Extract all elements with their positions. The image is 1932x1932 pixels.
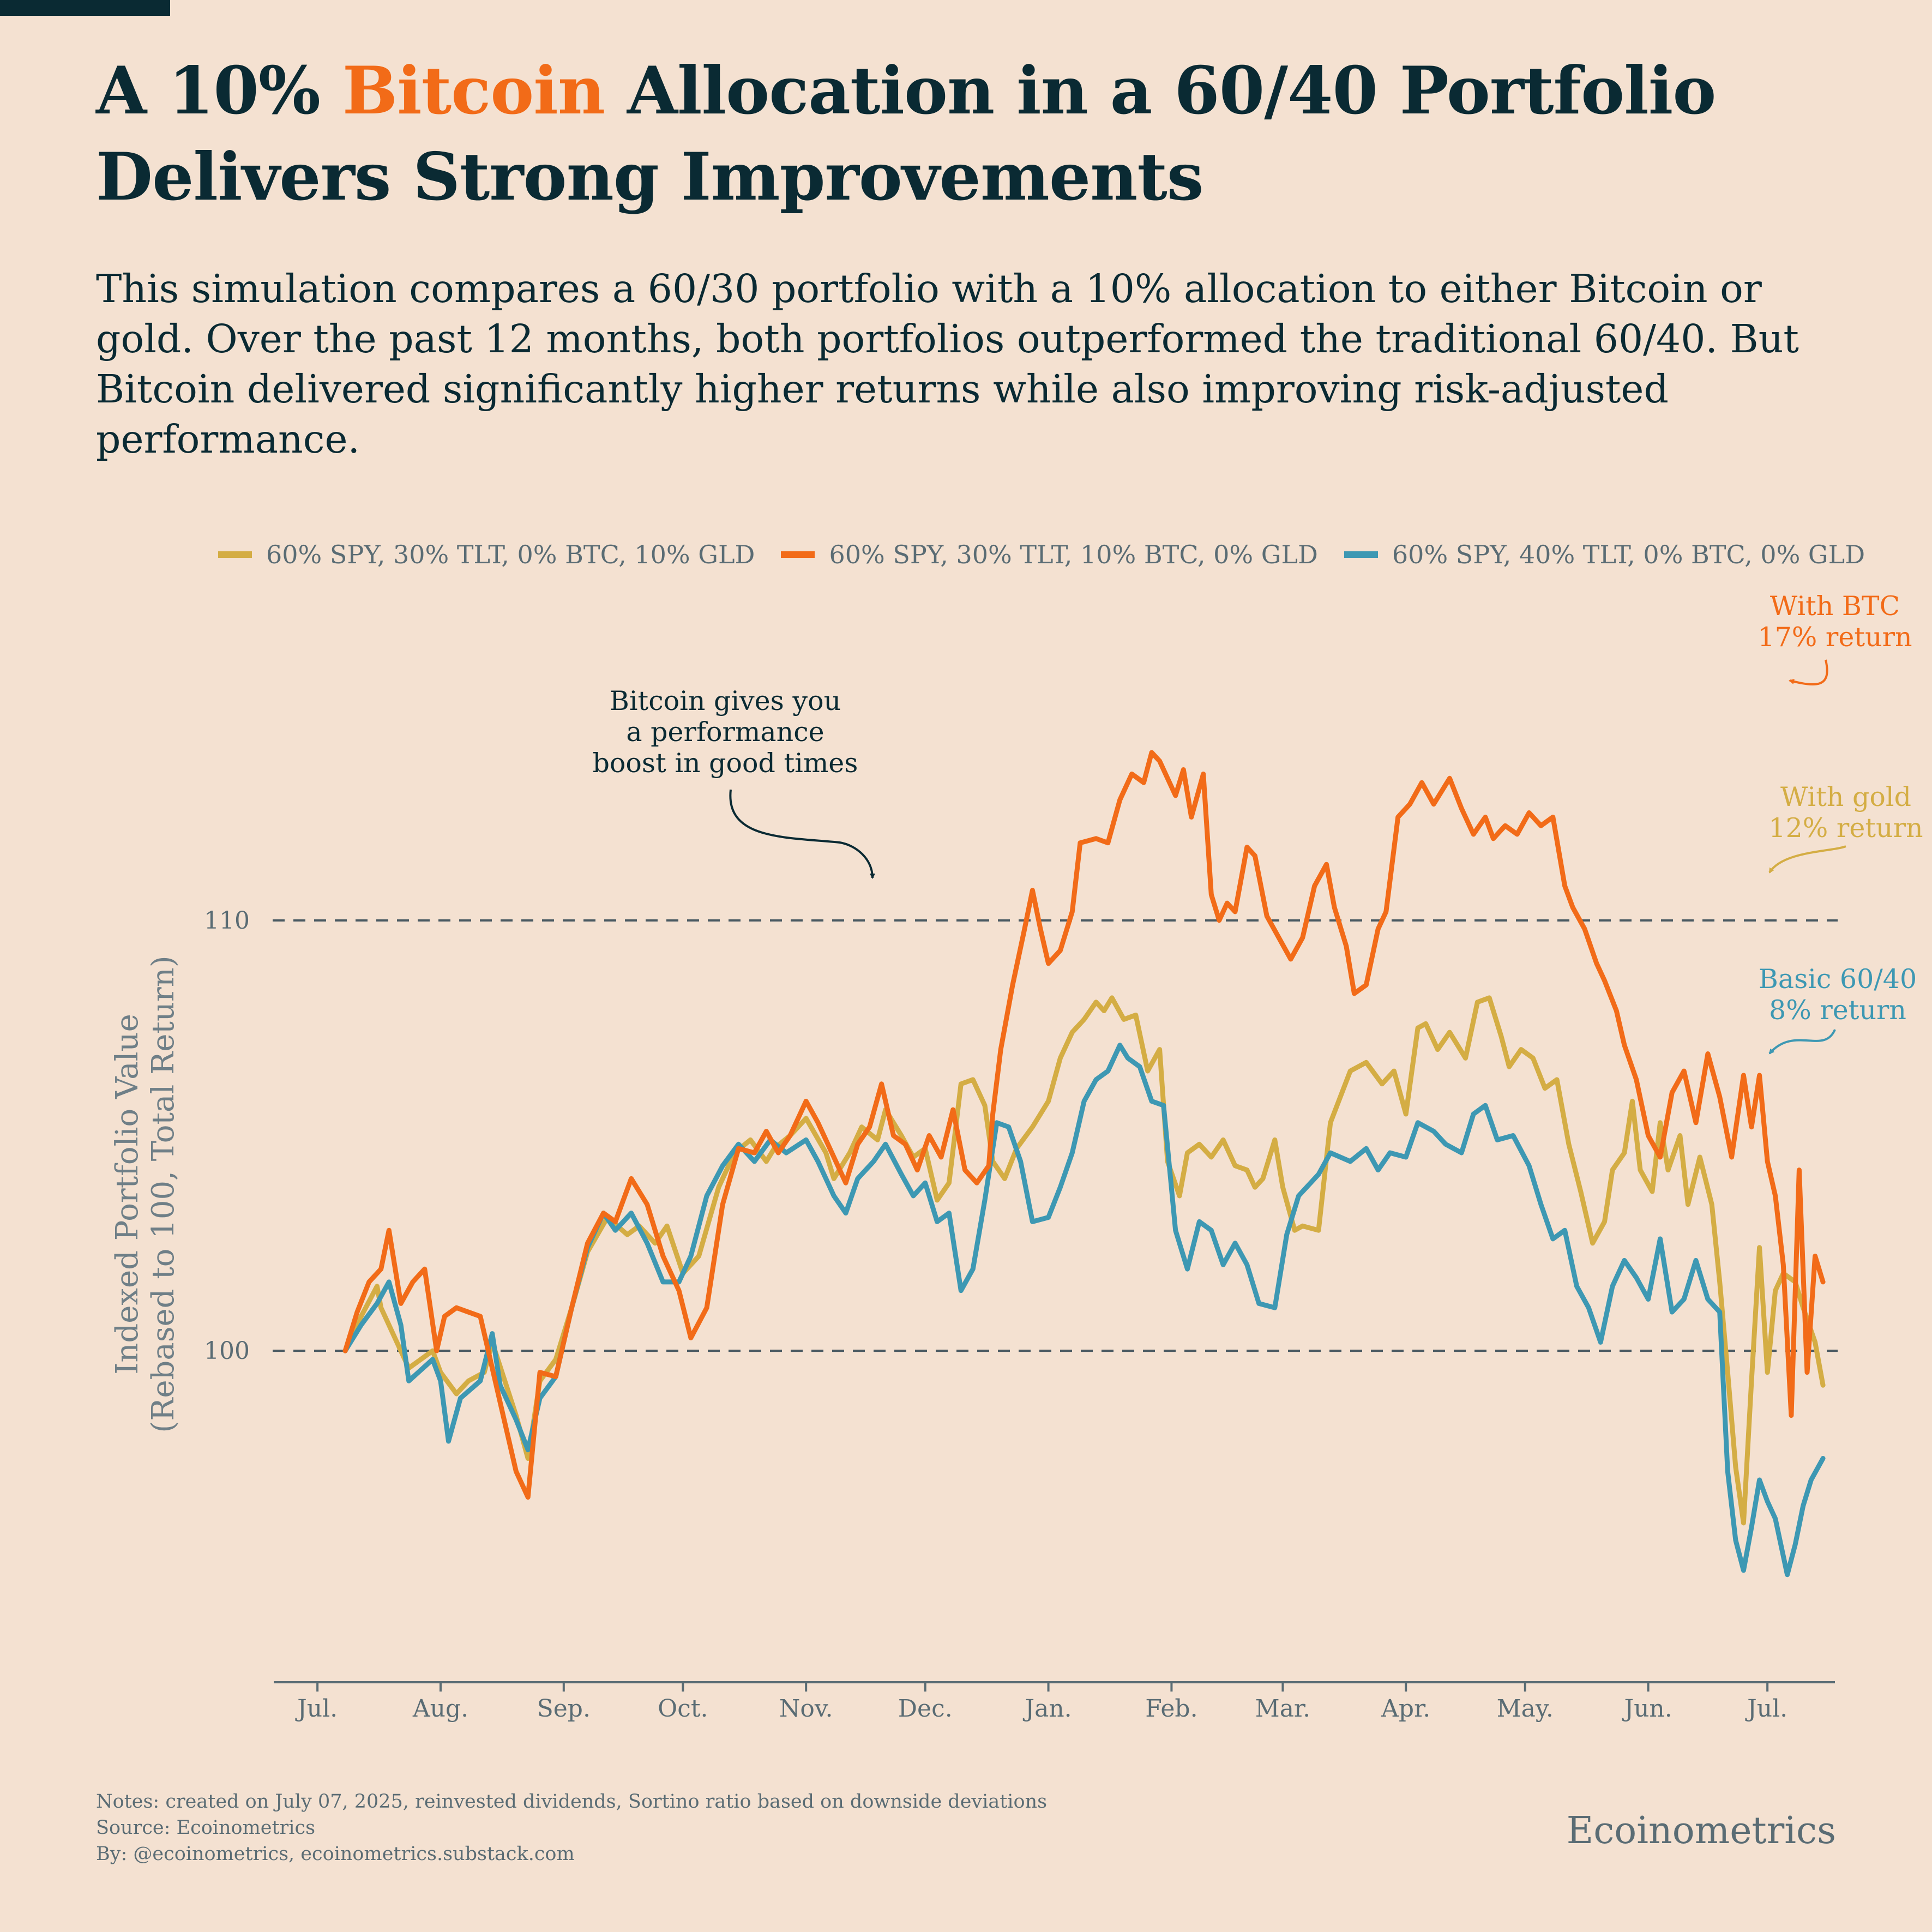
series-line-basic [342,1043,1826,1578]
legend-item-gold: 60% SPY, 30% TLT, 0% BTC, 10% GLD [218,540,755,569]
x-tick-label: Mar. [1255,1695,1310,1723]
annotation-arrow [729,789,875,879]
y-axis-title: Indexed Portfolio Value (Rebased to 100, … [110,955,181,1433]
annotation-arrow [1768,1029,1836,1055]
series-line-btc [342,750,1826,1500]
chart-title: A 10% Bitcoin Allocation in a 60/40 Port… [96,48,1868,220]
y-tick-label: 100 [204,1337,250,1365]
x-tick-label: Apr. [1381,1695,1430,1723]
title-accent-bitcoin: Bitcoin [342,52,605,129]
title-prefix: A 10% [96,52,342,129]
title-line2: Delivers Strong Improvements [96,139,1203,215]
y-axis-title-line: Indexed Portfolio Value [110,1014,145,1375]
title-line1-rest: Allocation in a 60/40 Portfolio [605,52,1717,129]
annotation-text-line: Bitcoin gives you [610,685,841,717]
annotation-text-line: 12% return [1768,812,1923,844]
y-axis: 100 110 [204,907,250,1365]
y-axis-label: Indexed Portfolio Value (Rebased to 100, … [110,955,181,1433]
annotation-text-line: With BTC [1770,591,1900,622]
x-tick-label: Aug. [412,1695,468,1723]
legend-item-basic: 60% SPY, 40% TLT, 0% BTC, 0% GLD [1344,540,1865,569]
x-tick-label: Jan. [1022,1695,1072,1723]
series-line-gold [342,995,1826,1526]
legend-swatch-btc [781,551,815,558]
x-axis: Jul. Aug. Sep. Oct. Nov. Dec. Jan. Feb. Mar. Apr.… [274,1681,1835,1723]
brand-wordmark: Ecoinometrics [1566,1809,1836,1852]
x-tick-label: Jun. [1622,1695,1672,1723]
y-tick-label: 110 [204,907,250,935]
footer-notes: Notes: created on July 07, 2025, reinves… [96,1789,1047,1867]
chart-subtitle: This simulation compares a 60/30 portfol… [96,266,1799,462]
legend-label-btc: 60% SPY, 30% TLT, 10% BTC, 0% GLD [829,540,1318,569]
legend-label-basic: 60% SPY, 40% TLT, 0% BTC, 0% GLD [1392,540,1865,569]
annotation-text-line: boost in good times [593,748,858,779]
legend-swatch-gold [218,551,252,558]
x-tick-label: Dec. [898,1695,953,1723]
legend: 60% SPY, 30% TLT, 0% BTC, 10% GLD 60% SP… [218,540,1865,569]
x-tick-label: Oct. [658,1695,708,1723]
annotation-arrow [1768,845,1846,874]
annotation-text-line: 17% return [1758,622,1912,653]
x-tick-label: Jul. [1745,1695,1787,1723]
series-layer [342,750,1826,1578]
footer-source-line: Source: Ecoinometrics [96,1817,316,1839]
x-tick-label: Feb. [1145,1695,1197,1723]
footer-notes-line: Notes: created on July 07, 2025, reinves… [96,1791,1048,1813]
footer-by-line: By: @ecoinometrics, ecoinometrics.substa… [96,1843,575,1865]
annotation-basic-return: Basic 60/408% return [1759,964,1917,1055]
x-tick-label: Jul. [295,1695,338,1723]
annotation-text-line: With gold [1780,781,1911,812]
annotation-text-line: Basic 60/40 [1759,964,1917,995]
annotation-arrow [1789,659,1828,686]
annotation-text-line: a performance [626,717,824,748]
legend-swatch-basic [1344,551,1378,558]
legend-label-gold: 60% SPY, 30% TLT, 0% BTC, 10% GLD [266,540,755,569]
x-tick-label: May. [1497,1695,1554,1723]
x-tick-label: Nov. [779,1695,833,1723]
legend-item-btc: 60% SPY, 30% TLT, 10% BTC, 0% GLD [781,540,1318,569]
top-accent-bar [0,0,170,16]
x-tick-label: Sep. [537,1695,591,1723]
y-axis-title-line: (Rebased to 100, Total Return) [146,955,181,1433]
annotation-text-line: 8% return [1769,995,1906,1026]
grid-layer [273,919,1838,1352]
